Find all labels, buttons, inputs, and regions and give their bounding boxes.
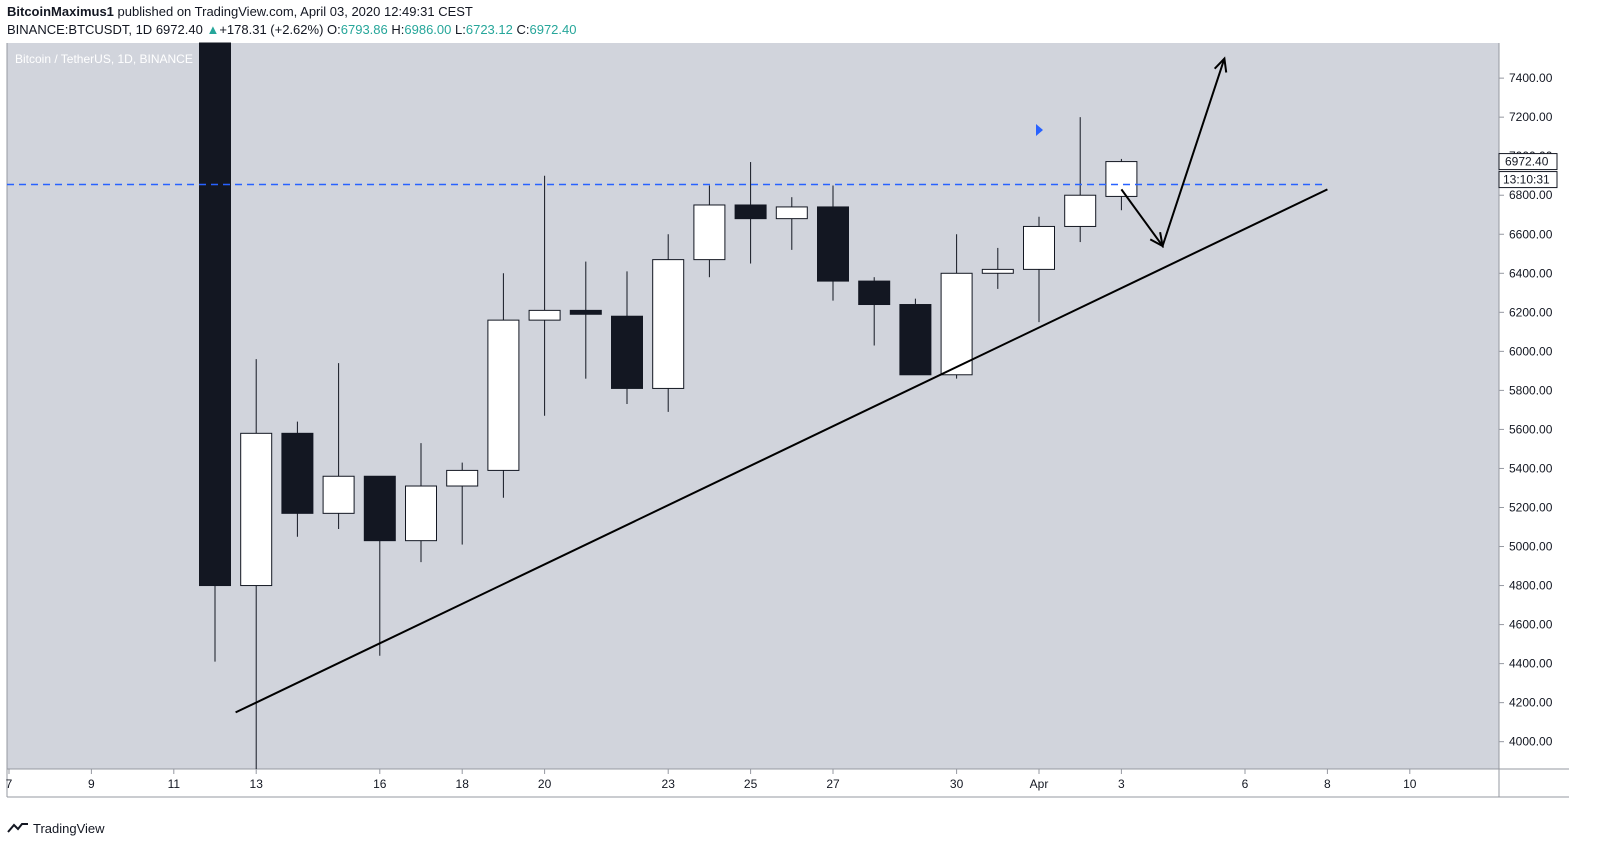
support-trendline [235,188,1328,714]
publish-info: BitcoinMaximus1 published on TradingView… [7,4,473,19]
price-tick-label: 5400.00 [1509,461,1553,475]
price-tick-label: 5200.00 [1509,500,1553,514]
price-tick-label: 6800.00 [1509,188,1553,202]
time-tick-label: 11 [168,777,181,791]
time-tick-label: 7 [6,777,13,791]
last-price-box [1498,153,1558,171]
time-tick-label: 18 [456,777,470,791]
publish-text: published on TradingView.com, April 03, … [117,4,473,19]
time-tick-label: 13 [250,777,264,791]
target-arrowhead [1213,56,1228,73]
dip-arrowhead [1149,232,1164,248]
candle-body [405,485,437,542]
footer: TradingView [7,820,105,836]
candles-group [199,42,1138,769]
candle-body [363,475,396,542]
time-tick-label: 27 [826,777,840,791]
countdown-label: 13:10:31 [1503,173,1550,187]
tradingview-logo-icon[interactable] [7,820,29,836]
time-tick-label: 9 [88,777,95,791]
time-ticks: 7 9 11 13 16 18 20 23 25 27 30 Apr 3 6 8 10 [6,769,1417,791]
candle-body [817,206,849,282]
event-marker-icon [1036,124,1043,136]
low-value: 6723.12 [465,22,513,37]
drawings-group [7,56,1328,714]
symbol-label: BINANCE:BTCUSDT, 1D [7,22,153,37]
time-tick-label: Apr [1030,777,1049,791]
time-tick-label: 25 [744,777,758,791]
close-value: 6972.40 [529,22,577,37]
candle-body [611,315,643,389]
open-label: O: [327,22,341,37]
candle-body [940,272,973,376]
brand-name[interactable]: TradingView [33,820,105,836]
price-tick-label: 7400.00 [1509,71,1553,85]
price-tick-label: 5000.00 [1509,540,1553,554]
price-tick-label: 5800.00 [1509,383,1553,397]
high-label: H: [391,22,405,37]
price-tick-label: 5600.00 [1509,422,1553,436]
candle-body [1105,161,1138,197]
candle-body [652,259,685,389]
candle-body [693,204,726,261]
candle-body [569,309,602,315]
open-value: 6793.86 [340,22,388,37]
candle-body [775,206,808,220]
high-value: 6986.00 [404,22,452,37]
chart-title: Bitcoin / TetherUS, 1D, BINANCE [15,52,193,66]
last-price: 6972.40 [155,22,203,37]
plot-area[interactable] [7,43,1499,769]
time-tick-label: 16 [373,777,387,791]
price-tick-label: 4400.00 [1509,657,1553,671]
price-ticks: 4000.00 4200.00 4400.00 4600.00 4800.00 5000.… [1498,71,1558,749]
time-tick-label: 20 [538,777,552,791]
price-tick-label: 6000.00 [1509,344,1553,358]
candle-body [1064,194,1097,227]
price-tick-label: 7200.00 [1509,110,1553,124]
time-tick-label: 23 [662,777,676,791]
candle-body [734,204,767,220]
ohlc-legend: BINANCE:BTCUSDT, 1D 6972.40 ▲+178.31 (+2… [7,22,576,37]
candle-body [240,432,273,587]
candle-body [199,42,231,587]
candle-body [1023,225,1055,270]
time-tick-label: 8 [1324,777,1331,791]
time-tick-label: 30 [950,777,964,791]
candle-body [858,280,891,306]
low-label: L: [455,22,466,37]
candle-body [899,304,932,376]
candle-body [322,475,355,514]
time-tick-label: 10 [1403,777,1417,791]
author-name[interactable]: BitcoinMaximus1 [7,4,114,19]
price-tick-label: 4000.00 [1509,735,1553,749]
candle-body [528,309,561,321]
time-tick-label: 6 [1242,777,1249,791]
price-tick-label: 6200.00 [1509,305,1553,319]
candle-body [446,469,479,487]
price-tick-label: 4600.00 [1509,618,1553,632]
candle-body [981,268,1014,274]
up-triangle-icon: ▲ [206,22,220,37]
candle-body [281,432,314,514]
candle-body [487,319,520,471]
last-price-label: 6972.40 [1505,155,1549,169]
close-label: C: [516,22,530,37]
change-value: +178.31 (+2.62%) [219,22,324,37]
price-tick-label: 6400.00 [1509,266,1553,280]
price-tick-label: 6600.00 [1509,227,1553,241]
time-tick-label: 3 [1118,777,1125,791]
countdown-box [1498,171,1558,189]
price-tick-label: 4200.00 [1509,696,1553,710]
price-tick-label: 4800.00 [1509,579,1553,593]
